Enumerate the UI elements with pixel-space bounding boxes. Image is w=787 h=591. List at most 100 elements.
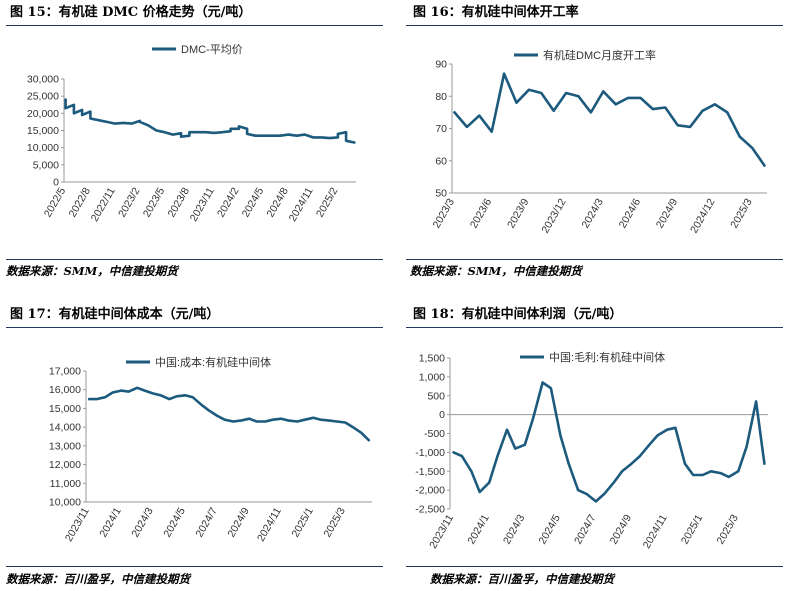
- data-point: [639, 455, 641, 457]
- data-point: [163, 131, 166, 134]
- data-point: [360, 431, 363, 434]
- y-tick-label: 15,000: [27, 125, 59, 137]
- data-point: [264, 420, 267, 423]
- data-point: [246, 133, 248, 135]
- data-point: [155, 129, 158, 132]
- data-point: [763, 164, 766, 167]
- data-point: [335, 420, 338, 423]
- data-point: [488, 481, 490, 484]
- x-tick-label: 2024/7: [193, 505, 220, 539]
- chart-2: 50 60 70 80 90 2023/3 2023/6 2023/9 2023/12 2024/…: [431, 48, 767, 235]
- data-point: [303, 418, 306, 421]
- data-point: [319, 418, 322, 421]
- data-point: [139, 121, 141, 123]
- data-point: [541, 381, 544, 384]
- y-tick-label: 20,000: [27, 108, 59, 120]
- x-tick-label: 2025/1: [679, 512, 706, 546]
- data-point: [73, 112, 75, 115]
- data-point: [223, 418, 226, 421]
- data-point: [188, 131, 191, 134]
- data-point: [664, 106, 667, 109]
- data-point: [64, 98, 67, 101]
- data-point: [550, 387, 552, 390]
- data-point: [470, 470, 473, 473]
- y-tick-label: 80: [435, 91, 447, 103]
- x-tick-label: 2024/5: [161, 505, 188, 539]
- data-point: [312, 136, 314, 139]
- data-point: [337, 136, 339, 139]
- data-point: [147, 124, 149, 127]
- x-tick-label: 2024/2: [215, 185, 242, 219]
- x-tick-label: 2023/2: [116, 185, 143, 219]
- data-point: [89, 110, 92, 113]
- data-point: [104, 396, 107, 399]
- y-tick-label: 0: [439, 409, 445, 421]
- panel-1-top-rule: [6, 25, 383, 26]
- x-tick-label: 2023/5: [141, 185, 168, 219]
- data-point: [689, 126, 691, 128]
- data-point: [559, 434, 562, 437]
- data-point: [168, 398, 171, 400]
- x-tick-label: 2024/9: [654, 196, 681, 230]
- data-point: [312, 416, 315, 419]
- data-point: [478, 491, 481, 493]
- data-point: [81, 109, 83, 111]
- data-point: [200, 403, 203, 406]
- y-tick-label: 10,000: [27, 142, 59, 154]
- data-point: [296, 420, 299, 423]
- panel-4-source: 数据来源：百川盈孚，中信建投期货: [430, 572, 614, 586]
- x-tick-label: 2024/3: [129, 505, 156, 539]
- x-tick-label: 2025/3: [321, 505, 348, 539]
- x-tick-label: 2023/11: [63, 505, 92, 543]
- data-point: [232, 420, 235, 423]
- y-tick-label: 90: [435, 59, 447, 71]
- y-tick-label: 15,000: [49, 403, 81, 415]
- data-point: [353, 141, 356, 144]
- y-tick-label: -1,000: [415, 447, 445, 459]
- data-point: [130, 122, 133, 125]
- y-tick-label: 10,000: [49, 497, 81, 509]
- y-tick-label: -2,000: [415, 485, 445, 497]
- panel-2-source: 数据来源：SMM，中信建投期货: [410, 264, 582, 278]
- data-point: [676, 124, 679, 127]
- data-point: [577, 489, 579, 491]
- legend-label: DMC-平均价: [181, 43, 243, 56]
- data-point: [114, 122, 116, 125]
- data-point: [337, 133, 339, 135]
- data-point: [89, 117, 92, 120]
- data-point: [120, 389, 123, 392]
- series-line: [64, 98, 356, 144]
- data-point: [248, 417, 251, 420]
- data-point: [239, 419, 242, 422]
- data-point: [328, 419, 331, 422]
- data-point: [738, 135, 741, 138]
- data-point: [207, 409, 210, 412]
- y-tick-label: 60: [435, 155, 447, 167]
- data-point: [175, 395, 178, 398]
- y-tick-label: 11,000: [50, 478, 81, 490]
- data-point: [763, 462, 766, 465]
- data-point: [143, 389, 146, 392]
- x-tick-label: 2024/1: [465, 512, 492, 546]
- data-point: [461, 455, 463, 457]
- x-tick-label: 2025/3: [714, 512, 741, 546]
- x-tick-label: 2023/12: [539, 196, 568, 235]
- data-point: [612, 481, 615, 484]
- data-point: [64, 107, 67, 109]
- x-tick-label: 2023/8: [166, 185, 193, 219]
- chart-4: -2,500 -2,000 -1,500 -1,000 -500 0 500 1,000 1,5…: [415, 350, 768, 551]
- data-point: [88, 398, 91, 400]
- y-tick-label: -500: [424, 428, 445, 440]
- y-tick-label: 1,000: [419, 371, 445, 383]
- data-point: [216, 415, 219, 417]
- legend-label: 中国:毛利:有机硅中间体: [549, 350, 665, 364]
- data-point: [506, 428, 508, 431]
- panel-4-heading: 图 18：有机硅中间体利润（元/吨）: [413, 307, 623, 322]
- data-point: [666, 428, 668, 431]
- data-point: [630, 462, 633, 465]
- y-tick-label: 14,000: [49, 422, 81, 434]
- data-point: [184, 394, 187, 397]
- data-point: [229, 127, 232, 130]
- data-point: [213, 132, 215, 134]
- data-point: [127, 390, 130, 393]
